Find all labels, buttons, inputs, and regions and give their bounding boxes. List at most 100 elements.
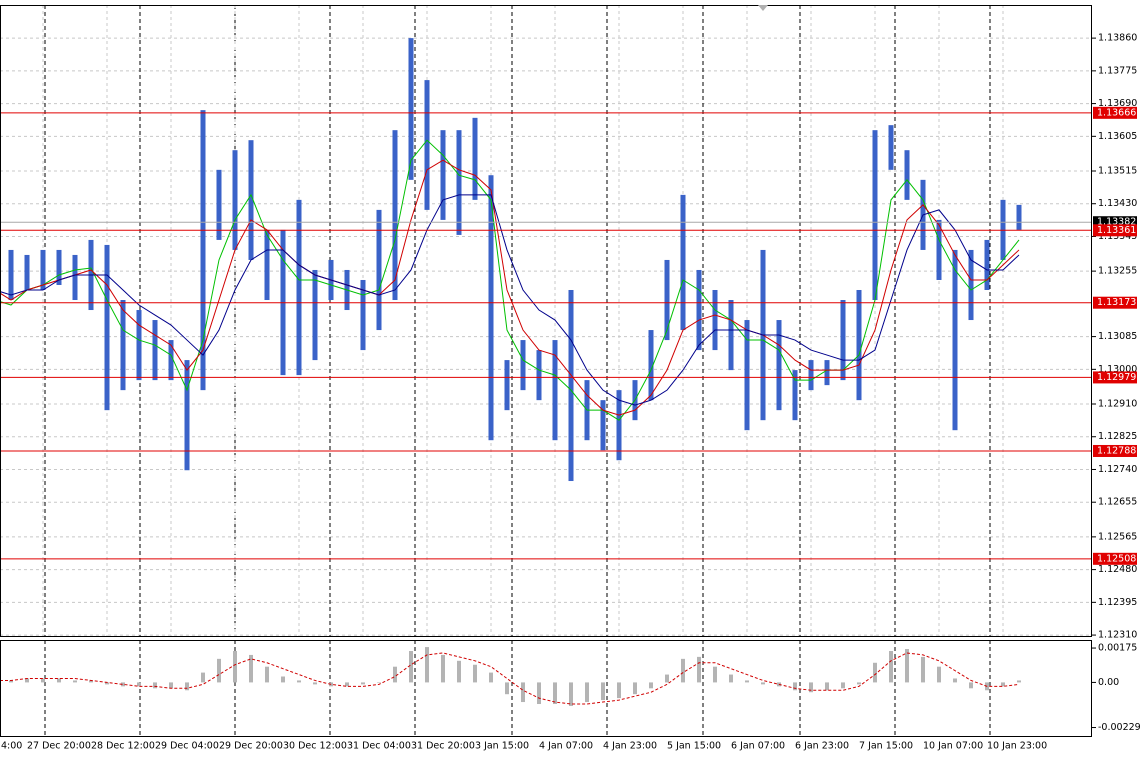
- y-tick-label: 1.13345: [1098, 231, 1137, 242]
- price-bar: [232, 150, 238, 250]
- price-bar: [472, 117, 478, 200]
- histogram-bar: [1001, 682, 1005, 687]
- histogram-bar: [233, 650, 237, 683]
- histogram-bar: [793, 682, 797, 691]
- price-bar: [424, 80, 430, 210]
- price-bar: [728, 300, 734, 371]
- price-bar: [184, 360, 190, 471]
- price-bar: [904, 150, 910, 200]
- price-bar: [312, 269, 318, 361]
- x-tick-label: 10 Jan 23:00: [987, 741, 1047, 752]
- histogram-bar: [1017, 680, 1021, 683]
- histogram-bar: [873, 662, 877, 683]
- x-tick-label: 6 Jan 23:00: [795, 741, 849, 752]
- signal-line: [0, 652, 1020, 705]
- y-tick-label: 1.13605: [1098, 131, 1137, 142]
- x-tick-label: 27 Dec 20:00: [27, 741, 91, 752]
- x-tick-label: 3 Jan 15:00: [475, 741, 529, 752]
- price-bar: [648, 330, 654, 401]
- shift-marker: [758, 5, 768, 11]
- histogram-bar: [425, 647, 429, 683]
- histogram-bar: [697, 656, 701, 683]
- level-box: [1093, 371, 1137, 384]
- histogram-bar: [281, 676, 285, 683]
- price-bar: [248, 140, 254, 260]
- price-bar: [872, 130, 878, 301]
- level-label: 1.13666: [1097, 107, 1136, 118]
- oscillator-panel: [0, 640, 1021, 737]
- y-tick-label: 1.13000: [1098, 364, 1137, 375]
- price-bar: [616, 390, 622, 461]
- price-bar: [216, 169, 222, 240]
- y-tick-label: 1.13775: [1098, 65, 1137, 76]
- histogram-bar: [153, 682, 157, 689]
- histogram-bar: [617, 682, 621, 699]
- x-tick-label: 31 Dec 04:00: [347, 741, 411, 752]
- price-bar: [120, 300, 126, 391]
- x-tick-label: 28 Dec 12:00: [91, 741, 155, 752]
- histogram-bar: [57, 678, 61, 683]
- price-bar: [552, 340, 558, 441]
- histogram-bar: [409, 650, 413, 683]
- moving-average: [0, 139, 1020, 421]
- y-tick-label: 1.12825: [1098, 431, 1137, 442]
- x-tick-label: 4:00: [1, 741, 22, 752]
- histogram-bar: [265, 666, 269, 683]
- histogram-bar: [569, 682, 573, 706]
- histogram-bar: [889, 650, 893, 683]
- price-bar: [56, 249, 62, 285]
- histogram-bar: [105, 682, 109, 685]
- histogram-bar: [713, 666, 717, 683]
- price-bar: [408, 38, 414, 180]
- current-price-label: 1.13382: [1097, 217, 1136, 228]
- histogram-bar: [137, 682, 141, 687]
- price-bar: [296, 199, 302, 376]
- price-bar: [520, 340, 526, 391]
- price-bar: [200, 110, 206, 391]
- histogram-bar: [537, 682, 541, 705]
- histogram-bar: [121, 682, 125, 687]
- histogram-bar: [297, 680, 301, 683]
- axes: 1.13860 1.13775 1.13690 1.13605 1.13515 1.134…: [1, 33, 1140, 752]
- histogram-bar: [681, 658, 685, 683]
- moving-average: [0, 194, 1020, 406]
- histogram-bar: [25, 678, 29, 683]
- price-bar: [40, 249, 46, 290]
- x-tick-label: 4 Jan 23:00: [603, 741, 657, 752]
- price-bar: [456, 130, 462, 235]
- histogram-bar: [729, 674, 733, 683]
- price-bar: [680, 194, 686, 331]
- moving-average: [0, 159, 1020, 416]
- price-bar: [360, 279, 366, 351]
- x-tick-label: 7 Jan 15:00: [859, 741, 913, 752]
- histogram-bar: [857, 682, 861, 685]
- histogram-bar: [217, 658, 221, 683]
- histogram-bar: [377, 682, 381, 683]
- price-bar: [808, 360, 814, 391]
- histogram-bar: [73, 680, 77, 683]
- price-bar: [712, 289, 718, 351]
- histogram-bar: [937, 666, 941, 683]
- x-tick-label: 5 Jan 15:00: [667, 741, 721, 752]
- y-tick-label: 1.13255: [1098, 266, 1137, 277]
- price-bar: [376, 209, 382, 331]
- y-tick-label: 1.13690: [1098, 98, 1137, 109]
- histogram-bar: [41, 678, 45, 683]
- histogram-bar: [249, 654, 253, 683]
- level-label: 1.13173: [1097, 297, 1136, 308]
- price-bar: [776, 320, 782, 411]
- price-bar: [696, 269, 702, 351]
- level-box: [1093, 224, 1137, 237]
- price-bar: [840, 300, 846, 381]
- price-bar: [600, 400, 606, 451]
- histogram-bar: [761, 682, 765, 685]
- level-label: 1.12508: [1097, 553, 1136, 564]
- price-bar: [792, 370, 798, 421]
- price-bar: [568, 289, 574, 482]
- histogram-bar: [361, 682, 365, 685]
- price-bar: [440, 130, 446, 220]
- y-tick-label: 1.12655: [1098, 497, 1137, 508]
- price-bar: [824, 360, 830, 386]
- x-tick-label: 30 Dec 12:00: [283, 741, 347, 752]
- y-tick-label: 1.13515: [1098, 165, 1137, 176]
